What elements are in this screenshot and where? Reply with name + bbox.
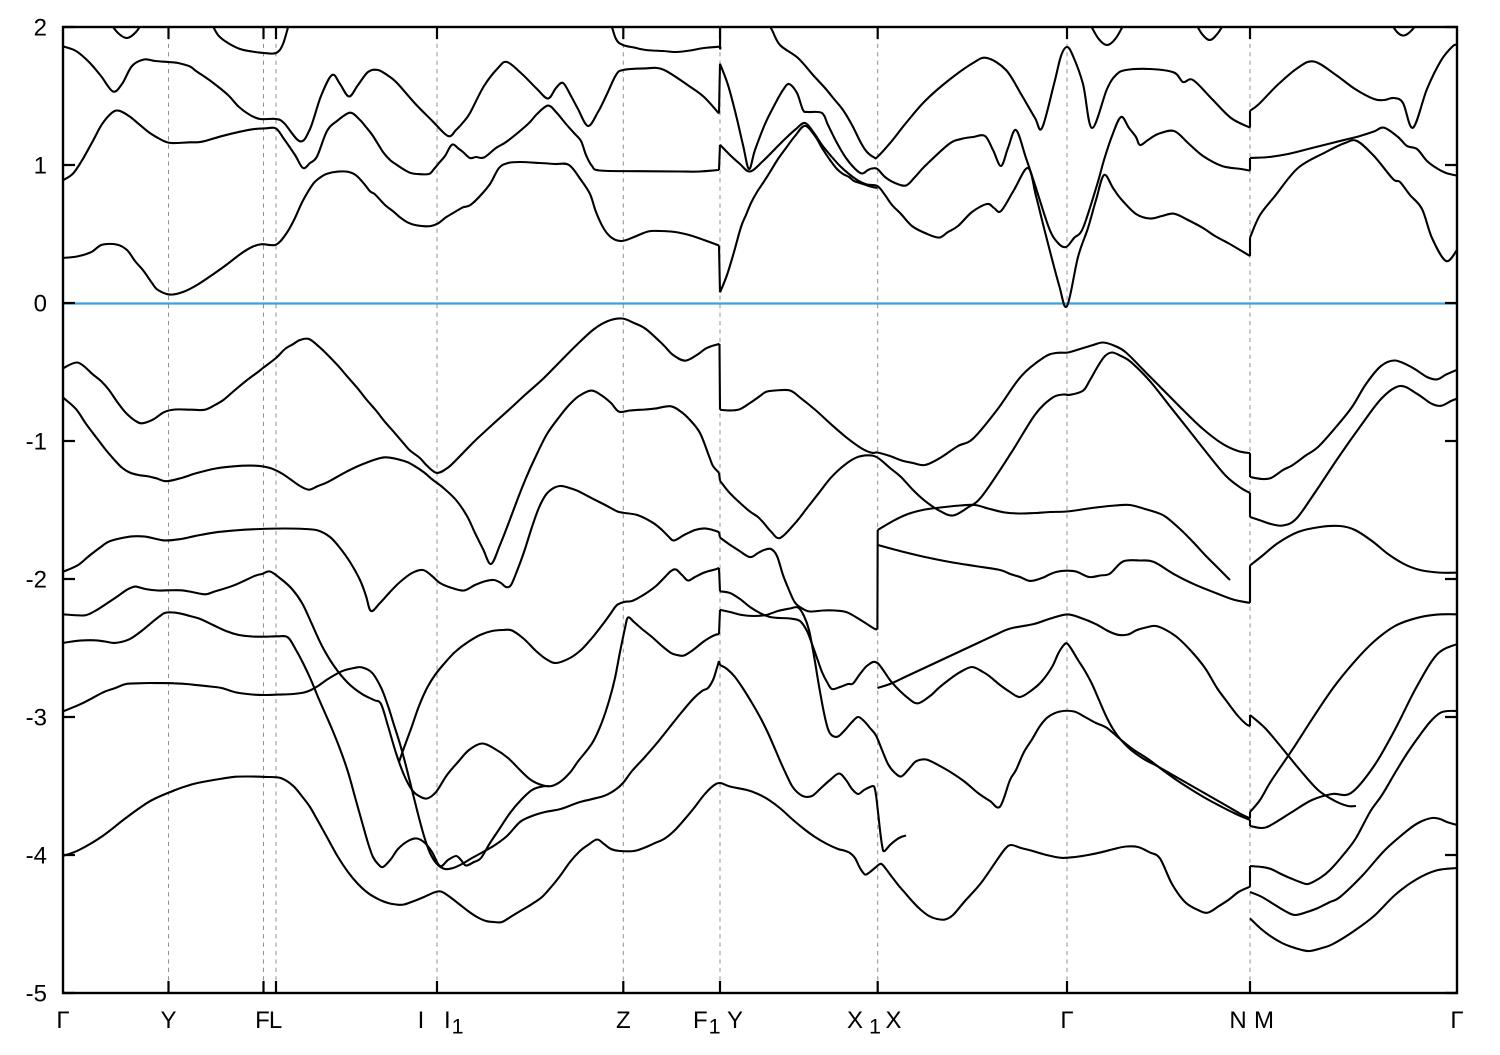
svg-text:M: M — [1254, 1007, 1274, 1034]
svg-text:-3: -3 — [26, 705, 47, 732]
svg-text:Γ: Γ — [56, 1007, 69, 1034]
svg-text:2: 2 — [34, 15, 47, 42]
svg-text:1: 1 — [34, 153, 47, 180]
svg-text:-4: -4 — [26, 843, 47, 870]
svg-text:Z: Z — [616, 1007, 631, 1034]
svg-text:F: F — [255, 1007, 270, 1034]
svg-text:0: 0 — [34, 291, 47, 318]
svg-text:-2: -2 — [26, 567, 47, 594]
svg-text:Y: Y — [727, 1007, 743, 1034]
svg-text:N: N — [1229, 1007, 1246, 1034]
svg-text:X: X — [885, 1007, 901, 1034]
svg-text:I1: I1 — [444, 1007, 464, 1039]
svg-text:Y: Y — [160, 1007, 176, 1034]
svg-text:-5: -5 — [26, 981, 47, 1008]
svg-text:I: I — [418, 1007, 425, 1034]
svg-text:L: L — [269, 1007, 282, 1034]
svg-text:Γ: Γ — [1450, 1007, 1463, 1034]
svg-text:-1: -1 — [26, 429, 47, 456]
svg-text:Γ: Γ — [1060, 1007, 1073, 1034]
